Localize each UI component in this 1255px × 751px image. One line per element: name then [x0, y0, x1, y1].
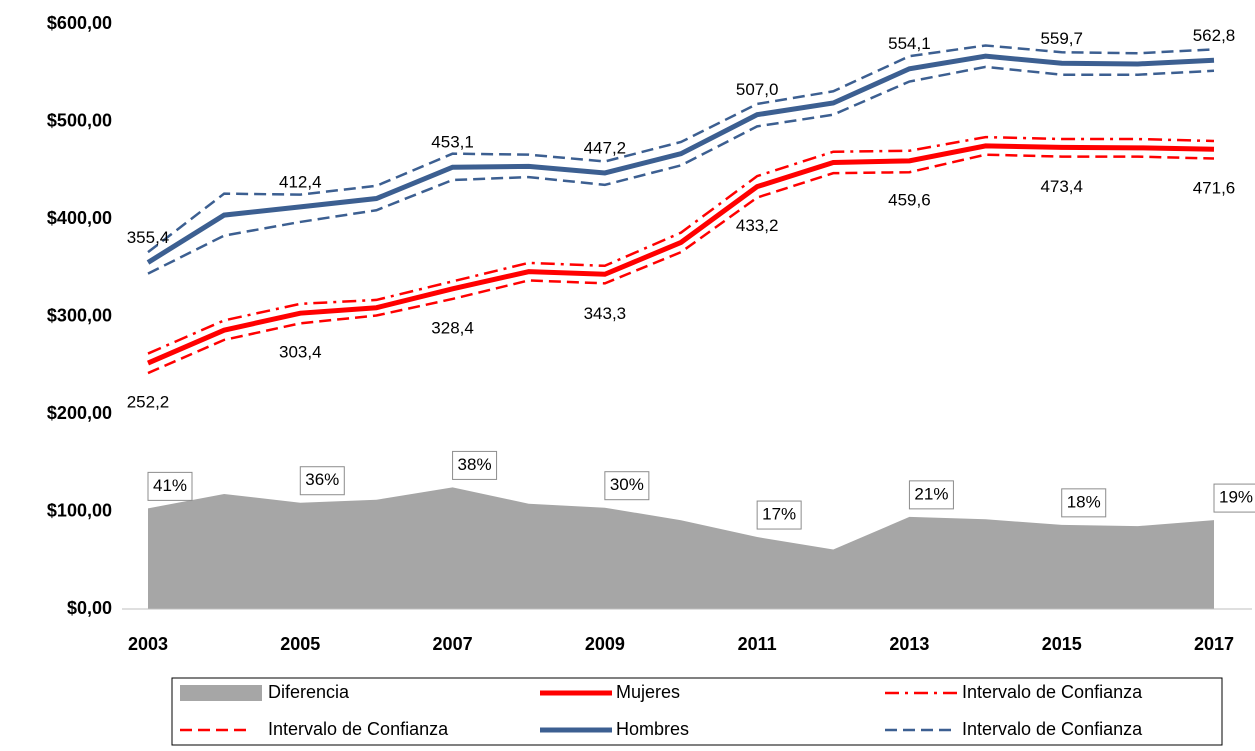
y-tick-label: $200,00 — [47, 403, 112, 423]
legend-label: Intervalo de Confianza — [962, 682, 1143, 702]
percent-label: 21% — [914, 484, 948, 503]
value-label: 471,6 — [1193, 179, 1236, 198]
line — [147, 65, 1215, 275]
value-label: 328,4 — [431, 318, 474, 337]
percent-box — [756, 500, 802, 530]
y-tick-label: $600,00 — [47, 13, 112, 33]
value-label: 343,3 — [584, 304, 627, 323]
value-label: 355,4 — [127, 228, 170, 247]
line — [147, 143, 1215, 366]
value-label: 507,0 — [736, 80, 779, 99]
value-label: 562,8 — [1193, 26, 1236, 45]
value-label: 447,2 — [584, 138, 627, 157]
x-tick-label: 2009 — [585, 634, 625, 654]
area — [148, 487, 1214, 609]
x-tick-label: 2003 — [128, 634, 168, 654]
y-tick-label: $500,00 — [47, 110, 112, 130]
percent-box — [604, 471, 650, 501]
value-label: 433,2 — [736, 216, 779, 235]
x-tick-label: 2013 — [889, 634, 929, 654]
value-label: 559,7 — [1040, 29, 1083, 48]
percent-label: 36% — [305, 470, 339, 489]
legend-label: Intervalo de Confianza — [268, 719, 449, 739]
legend-label: Mujeres — [616, 682, 680, 702]
percent-box — [1061, 488, 1107, 518]
percent-label: 19% — [1219, 488, 1253, 507]
x-tick-label: 2005 — [280, 634, 320, 654]
value-label: 554,1 — [888, 34, 931, 53]
percent-label: 30% — [610, 475, 644, 494]
line — [147, 44, 1215, 254]
percent-label: 41% — [153, 476, 187, 495]
x-tick-label: 2007 — [433, 634, 473, 654]
x-tick-label: 2011 — [738, 634, 777, 654]
percent-box — [1213, 483, 1255, 513]
legend-label: Hombres — [616, 719, 689, 739]
percent-label: 18% — [1067, 492, 1101, 511]
value-label: 303,4 — [279, 343, 322, 362]
percent-box — [147, 471, 193, 501]
x-tick-label: 2015 — [1042, 634, 1082, 654]
percent-label: 38% — [458, 455, 492, 474]
value-label: 473,4 — [1040, 177, 1083, 196]
y-tick-label: $300,00 — [47, 305, 112, 325]
percent-label: 17% — [762, 505, 796, 524]
legend-label: Diferencia — [268, 682, 350, 702]
line — [147, 153, 1215, 375]
legend-box — [171, 677, 1223, 746]
value-label: 252,2 — [127, 393, 170, 412]
percent-box — [908, 480, 954, 510]
value-label: 412,4 — [279, 172, 322, 191]
value-label: 453,1 — [431, 133, 474, 152]
legend-swatch — [180, 685, 262, 701]
x-tick-label: 2017 — [1194, 634, 1234, 654]
line — [147, 135, 1215, 355]
y-tick-label: $100,00 — [47, 500, 112, 520]
y-tick-label: $400,00 — [47, 208, 112, 228]
line — [146, 53, 1215, 265]
y-tick-label: $0,00 — [67, 598, 112, 618]
percent-box — [299, 466, 345, 496]
value-label: 459,6 — [888, 190, 931, 209]
legend-label: Intervalo de Confianza — [962, 719, 1143, 739]
percent-box — [452, 450, 498, 480]
